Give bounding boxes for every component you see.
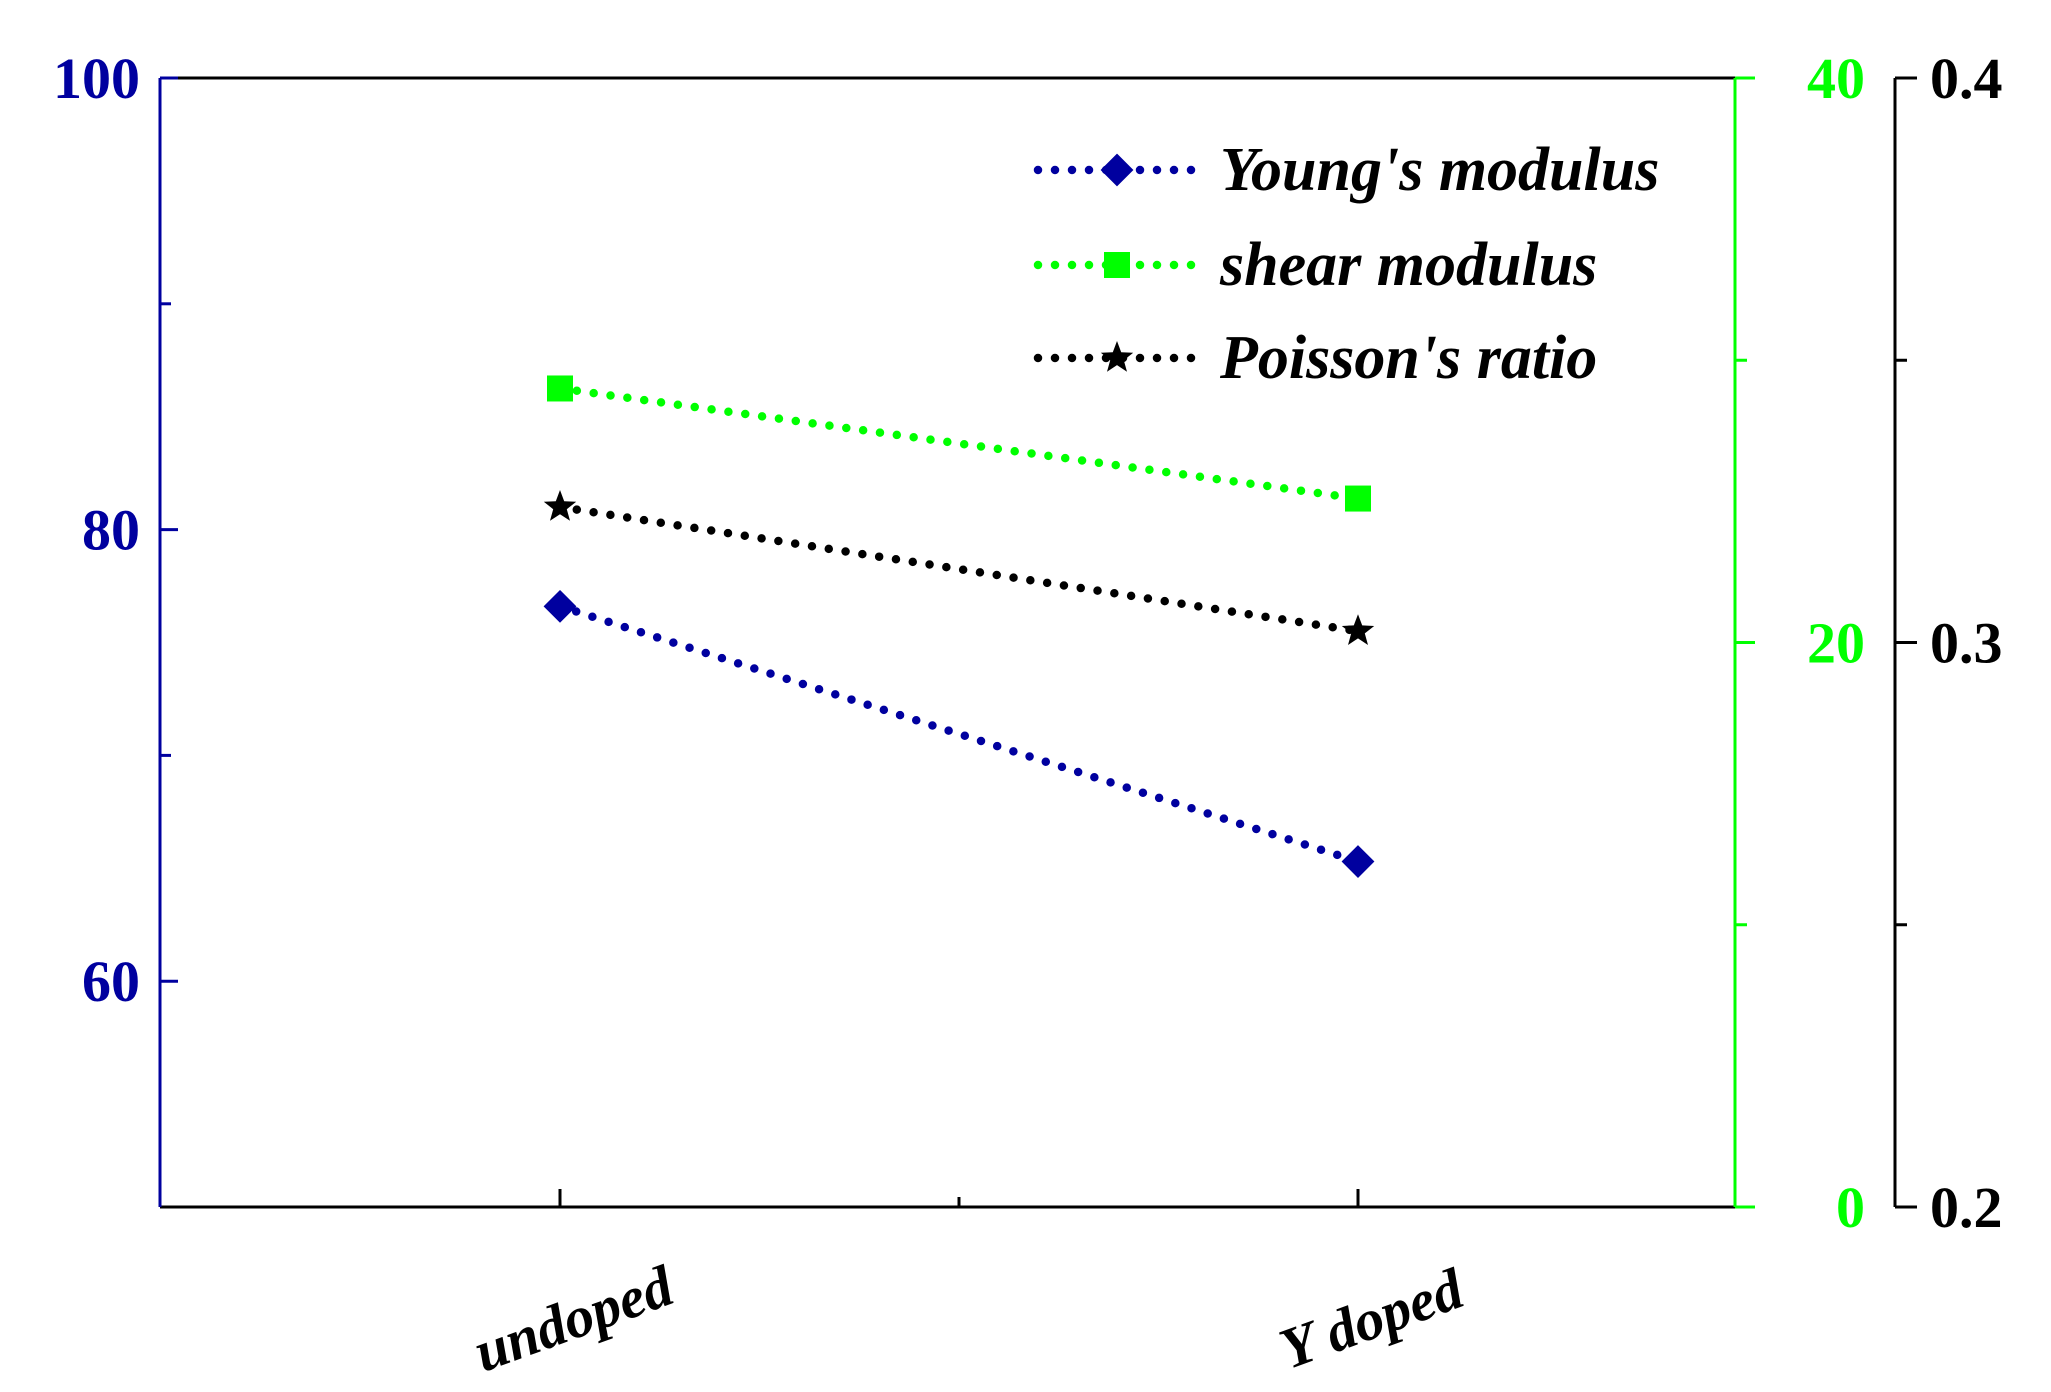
legend-poisson-s-ratio-label: Poisson's ratio [1219,324,1597,392]
shear-modulus-point-undoped [547,375,573,402]
poisson-s-ratio-point-y-doped [1341,614,1375,645]
legend-young-s-modulus-marker [1100,153,1134,187]
legend-young-s-modulus-label: Young's modulus [1220,136,1659,204]
third-tick-label: 0.2 [1930,1175,2003,1240]
x-tick-label-undoped: undoped [465,1253,682,1385]
x-tick-label-y-doped: Y doped [1271,1255,1472,1381]
third-tick-label: 0.4 [1930,46,2003,111]
left-tick-label: 60 [82,949,140,1014]
legend-shear-modulus-label: shear modulus [1219,231,1597,299]
young-s-modulus-point-undoped [543,589,577,623]
shear-modulus-line [555,384,1363,503]
left-tick-label: 100 [53,46,140,111]
young-s-modulus-point-y-doped [1341,845,1375,878]
poisson-s-ratio-point-undoped [543,490,577,521]
right-tick-label: 0 [1836,1175,1865,1240]
left-tick-label: 80 [82,498,140,563]
poisson-s-ratio-line [555,502,1363,636]
shear-modulus-point-y-doped [1345,485,1371,512]
legend-shear-modulus-marker [1104,252,1130,278]
legend-poisson-s-ratio-marker [1100,341,1134,372]
young-s-modulus-line [555,602,1363,866]
third-tick-label: 0.3 [1930,611,2003,676]
right-tick-label: 40 [1807,46,1865,111]
right-tick-label: 20 [1807,611,1865,676]
